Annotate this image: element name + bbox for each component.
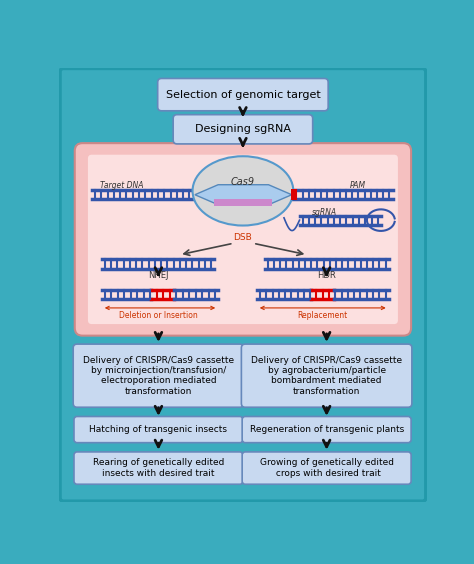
FancyBboxPatch shape — [242, 416, 411, 443]
FancyBboxPatch shape — [242, 452, 411, 484]
Text: NHEJ: NHEJ — [148, 271, 169, 280]
Text: Growing of genetically edited
 crops with desired trait: Growing of genetically edited crops with… — [260, 459, 393, 478]
Text: Deletion or Insertion: Deletion or Insertion — [119, 311, 198, 320]
FancyBboxPatch shape — [60, 68, 426, 501]
Text: Target DNA: Target DNA — [100, 181, 143, 190]
Bar — [214, 199, 273, 205]
Bar — [291, 190, 297, 200]
FancyBboxPatch shape — [74, 416, 243, 443]
Text: Delivery of CRISPR/Cas9 cassette
by microinjection/transfusion/
electroporation : Delivery of CRISPR/Cas9 cassette by micr… — [83, 355, 234, 396]
Text: sgRNA: sgRNA — [312, 208, 337, 217]
Polygon shape — [195, 185, 292, 205]
Text: Hatching of transgenic insects: Hatching of transgenic insects — [90, 425, 228, 434]
Text: DSB: DSB — [234, 232, 252, 241]
FancyBboxPatch shape — [75, 143, 411, 336]
Ellipse shape — [192, 156, 293, 226]
FancyBboxPatch shape — [241, 344, 412, 407]
FancyBboxPatch shape — [74, 452, 243, 484]
FancyBboxPatch shape — [73, 344, 244, 407]
FancyBboxPatch shape — [88, 155, 398, 324]
Text: Designing sgRNA: Designing sgRNA — [195, 124, 291, 134]
Text: Rearing of genetically edited
insects with desired trait: Rearing of genetically edited insects wi… — [93, 459, 224, 478]
FancyBboxPatch shape — [158, 78, 328, 111]
Text: HDR: HDR — [317, 271, 336, 280]
Text: Selection of genomic target: Selection of genomic target — [165, 90, 320, 100]
FancyBboxPatch shape — [173, 114, 313, 144]
Text: PAM: PAM — [349, 181, 365, 190]
Text: Regeneration of transgenic plants: Regeneration of transgenic plants — [249, 425, 404, 434]
Text: Cas9: Cas9 — [231, 177, 255, 187]
Text: Delivery of CRISPR/Cas9 cassette
by agrobacterium/particle
bombardment mediated
: Delivery of CRISPR/Cas9 cassette by agro… — [251, 355, 402, 396]
Text: Replacement: Replacement — [298, 311, 348, 320]
